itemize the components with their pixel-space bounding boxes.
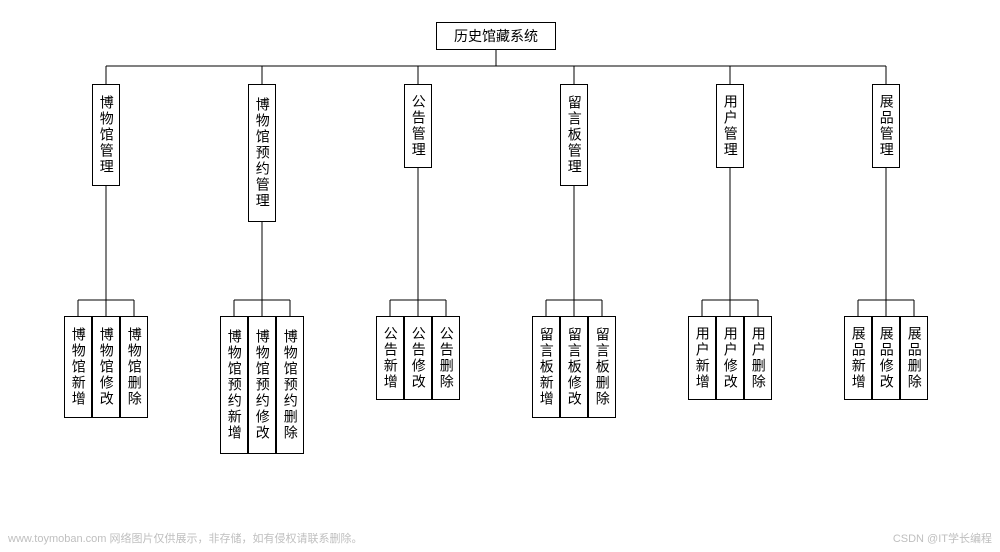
footer-right: CSDN @IT学长编程 — [893, 530, 992, 546]
leaf-node: 用户删除 — [744, 316, 772, 400]
leaf-label: 展品新增 — [846, 320, 869, 396]
leaf-node: 展品删除 — [900, 316, 928, 400]
leaf-label: 用户删除 — [746, 320, 769, 396]
branch-node: 公告管理 — [404, 84, 432, 168]
leaf-label: 用户修改 — [718, 320, 741, 396]
leaf-node: 博物馆修改 — [92, 316, 120, 418]
leaf-node: 展品新增 — [844, 316, 872, 400]
leaf-label: 公告删除 — [434, 320, 457, 396]
leaf-node: 博物馆新增 — [64, 316, 92, 418]
leaf-node: 用户修改 — [716, 316, 744, 400]
leaf-label: 博物馆新增 — [66, 321, 89, 413]
leaf-node: 公告删除 — [432, 316, 460, 400]
branch-node: 博物馆预约管理 — [248, 84, 276, 222]
leaf-node: 博物馆预约修改 — [248, 316, 276, 454]
leaf-label: 博物馆删除 — [122, 321, 145, 413]
leaf-node: 展品修改 — [872, 316, 900, 400]
branch-node: 展品管理 — [872, 84, 900, 168]
leaf-node: 留言板修改 — [560, 316, 588, 418]
leaf-node: 博物馆删除 — [120, 316, 148, 418]
leaf-node: 留言板删除 — [588, 316, 616, 418]
root-node: 历史馆藏系统 — [436, 22, 556, 50]
leaf-label: 留言板删除 — [590, 321, 613, 413]
branch-label: 博物馆预约管理 — [250, 91, 273, 215]
branch-label: 公告管理 — [406, 88, 429, 164]
leaf-node: 公告新增 — [376, 316, 404, 400]
footer-left: www.toymoban.com 网络图片仅供展示，非存储，如有侵权请联系删除。 — [8, 530, 362, 546]
leaf-label: 留言板修改 — [562, 321, 585, 413]
branch-label: 用户管理 — [718, 88, 741, 164]
leaf-label: 博物馆预约删除 — [278, 323, 301, 447]
branch-node: 用户管理 — [716, 84, 744, 168]
leaf-label: 用户新增 — [690, 320, 713, 396]
leaf-node: 博物馆预约新增 — [220, 316, 248, 454]
leaf-node: 留言板新增 — [532, 316, 560, 418]
leaf-label: 博物馆预约新增 — [222, 323, 245, 447]
leaf-label: 展品修改 — [874, 320, 897, 396]
leaf-node: 公告修改 — [404, 316, 432, 400]
connectors-svg — [0, 0, 1000, 552]
branch-label: 留言板管理 — [562, 89, 585, 181]
leaf-node: 用户新增 — [688, 316, 716, 400]
root-label: 历史馆藏系统 — [454, 26, 538, 46]
leaf-label: 展品删除 — [902, 320, 925, 396]
branch-label: 博物馆管理 — [94, 89, 117, 181]
branch-node: 博物馆管理 — [92, 84, 120, 186]
leaf-label: 博物馆修改 — [94, 321, 117, 413]
branch-label: 展品管理 — [874, 88, 897, 164]
branch-node: 留言板管理 — [560, 84, 588, 186]
leaf-label: 博物馆预约修改 — [250, 323, 273, 447]
leaf-node: 博物馆预约删除 — [276, 316, 304, 454]
leaf-label: 公告修改 — [406, 320, 429, 396]
leaf-label: 留言板新增 — [534, 321, 557, 413]
leaf-label: 公告新增 — [378, 320, 401, 396]
